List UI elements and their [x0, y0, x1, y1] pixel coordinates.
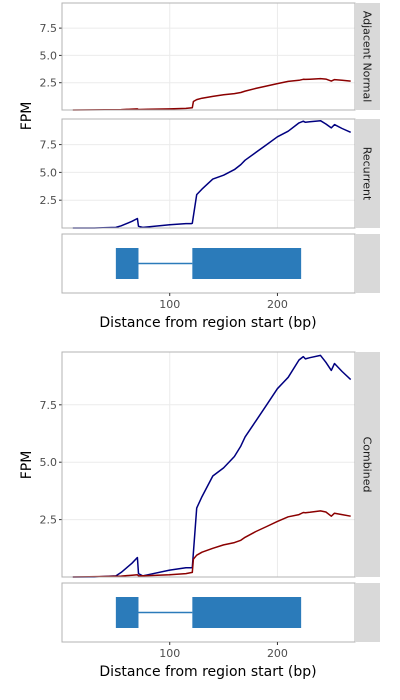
panel-background	[62, 119, 355, 228]
exon-block-0	[115, 248, 139, 279]
facet-strip	[355, 119, 380, 228]
y-tick-label: 2.5	[40, 194, 58, 207]
exon-block-1	[192, 597, 302, 628]
upper-x-axis-title: Distance from region start (bp)	[99, 315, 316, 331]
facet-strip-label: Recurrent	[361, 147, 374, 201]
lower-y-axis-title: FPM	[19, 451, 35, 480]
y-tick-label: 5.0	[40, 166, 58, 179]
y-tick-label: 5.0	[40, 49, 58, 62]
gene-panel-strip	[355, 234, 380, 293]
gene-model-panel: 100 200	[61, 582, 380, 660]
panel-background	[62, 3, 355, 110]
facet-strip	[355, 352, 380, 577]
x-tick-label: 100	[159, 647, 180, 660]
y-tick-label: 7.5	[40, 139, 58, 152]
upper-chart-block: FPM Distance from region start (bp) 2.5 5…	[19, 2, 380, 331]
facet-panel-0-0: 2.5 5.0 7.5 Adjacent Normal	[40, 2, 380, 111]
y-tick-label: 7.5	[40, 399, 58, 412]
series-line-0	[72, 77, 351, 111]
y-tick-label: 5.0	[40, 456, 58, 469]
series-line-0	[72, 354, 352, 578]
y-tick-label: 2.5	[40, 77, 58, 90]
facet-strip-label: Adjacent Normal	[361, 11, 374, 103]
gene-model-panel: 100 200	[61, 233, 380, 311]
upper-y-axis-title: FPM	[19, 102, 35, 131]
facet-strip	[355, 3, 380, 110]
exon-block-0	[115, 597, 139, 628]
lower-x-axis-title: Distance from region start (bp)	[99, 664, 316, 680]
y-tick-label: 7.5	[40, 22, 58, 35]
x-tick-label: 200	[267, 647, 288, 660]
x-tick-label: 100	[159, 298, 180, 311]
series-line-1	[72, 510, 351, 578]
facet-panel-0-1: 2.5 5.0 7.5 Recurrent	[40, 118, 380, 229]
gene-panel-strip	[355, 583, 380, 642]
panel-background	[62, 352, 355, 577]
facet-panel-1-0: 2.5 5.0 7.5 Combined	[40, 351, 380, 578]
y-tick-label: 2.5	[40, 514, 58, 527]
series-line-0	[72, 119, 352, 229]
lower-chart-block: FPM Distance from region start (bp) 2.5 5…	[19, 351, 380, 680]
facet-strip-label: Combined	[361, 437, 374, 493]
exon-block-1	[192, 248, 302, 279]
x-tick-label: 200	[267, 298, 288, 311]
